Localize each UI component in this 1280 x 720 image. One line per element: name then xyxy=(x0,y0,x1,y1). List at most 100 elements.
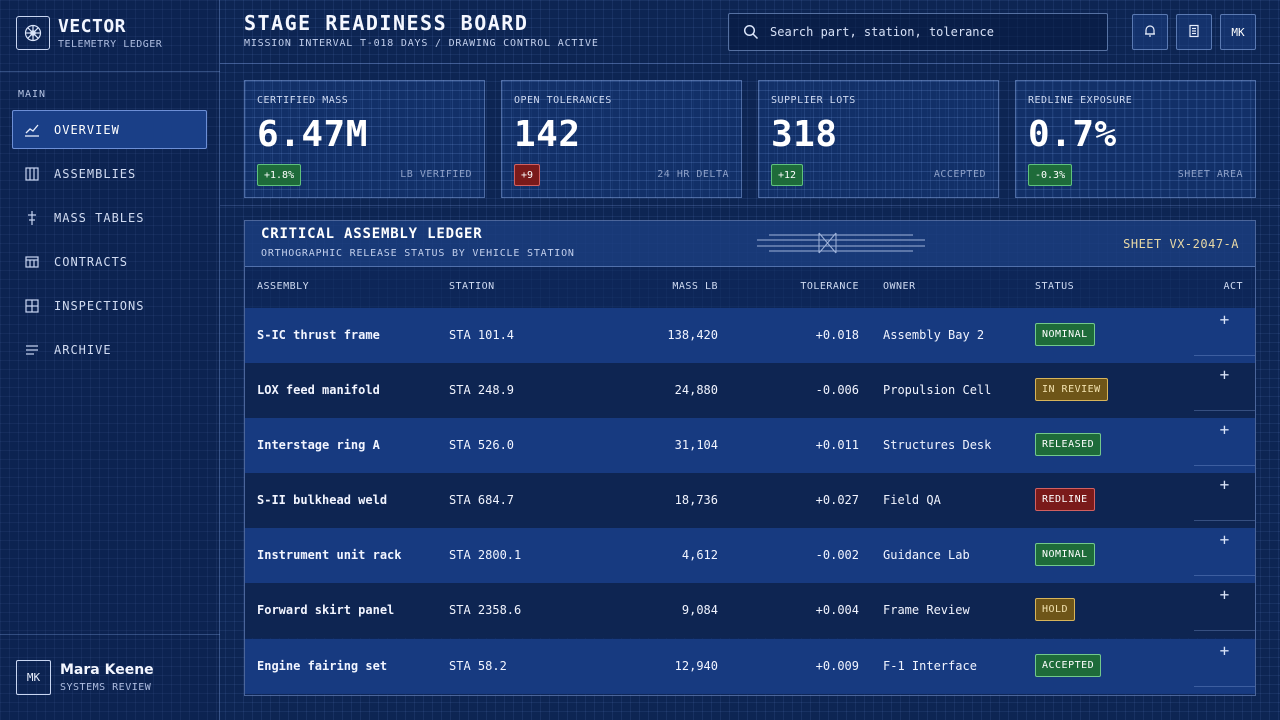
cell-tolerance: +0.004 xyxy=(815,603,859,617)
header-divider xyxy=(220,63,1280,64)
grid-icon xyxy=(24,298,40,314)
cell-assembly: Engine fairing set xyxy=(257,659,388,673)
cell-assembly: LOX feed manifold xyxy=(257,383,380,397)
sidebar-item-inspections[interactable]: INSPECTIONS xyxy=(12,286,207,325)
status-badge: HOLD xyxy=(1035,598,1076,621)
cell-station: STA 2358.6 xyxy=(449,603,522,617)
table-row[interactable]: S-IC thrust frame STA 101.4 138,420 +0.0… xyxy=(245,308,1255,363)
sidebar-item-archive[interactable]: ARCHIVE xyxy=(12,330,207,369)
table-row[interactable]: Interstage ring A STA 526.0 31,104 +0.01… xyxy=(245,418,1255,473)
cell-assembly: Instrument unit rack xyxy=(257,548,402,562)
cell-mass: 31,104 xyxy=(674,438,718,452)
cell-mass: 9,084 xyxy=(681,603,718,617)
sidebar-item-assemblies[interactable]: ASSEMBLIES xyxy=(12,154,207,193)
sidebar-item-label: CONTRACTS xyxy=(54,254,129,269)
cell-tolerance: +0.027 xyxy=(815,493,859,507)
cell-owner: F-1 Interface xyxy=(883,659,977,673)
brand[interactable]: VECTOR TELEMETRY LEDGER xyxy=(16,16,162,50)
kpi-delta-badge: -0.3% xyxy=(1028,164,1073,186)
table-row[interactable]: Forward skirt panel STA 2358.6 9,084 +0.… xyxy=(245,583,1255,638)
kpi-value: 6.47M xyxy=(257,114,368,155)
cell-station: STA 2800.1 xyxy=(449,548,522,562)
status-badge: IN REVIEW xyxy=(1035,378,1108,401)
documents-button[interactable] xyxy=(1176,14,1212,50)
kpi-meta: SHEET AREA xyxy=(1177,169,1243,180)
cell-tolerance: -0.002 xyxy=(815,548,859,562)
add-action-button[interactable]: + xyxy=(1194,583,1255,631)
sidebar: VECTOR TELEMETRY LEDGER MAIN OVERVIEW xyxy=(0,0,220,720)
kpi-value: 0.7% xyxy=(1028,114,1117,155)
kpi-label: SUPPLIER LOTS xyxy=(771,95,856,106)
kpi-card-redline-exposure: REDLINE EXPOSURE 0.7% -0.3% SHEET AREA xyxy=(1015,80,1256,198)
add-action-button[interactable]: + xyxy=(1194,308,1255,356)
cell-mass: 12,940 xyxy=(674,659,718,673)
ledger-header: CRITICAL ASSEMBLY LEDGER ORTHOGRAPHIC RE… xyxy=(245,221,1255,267)
cell-station: STA 526.0 xyxy=(449,438,515,452)
cell-assembly: S-IC thrust frame xyxy=(257,328,380,342)
avatar: MK xyxy=(16,660,51,695)
sidebar-nav: OVERVIEW ASSEMBLIES MASS TABLES xyxy=(12,110,207,374)
status-badge: NOMINAL xyxy=(1035,543,1095,566)
sidebar-item-mass-tables[interactable]: MASS TABLES xyxy=(12,198,207,237)
cell-station: STA 248.9 xyxy=(449,383,515,397)
add-action-button[interactable]: + xyxy=(1194,639,1255,687)
cell-mass: 4,612 xyxy=(681,548,718,562)
column-header-owner[interactable]: OWNER xyxy=(883,281,916,292)
kpi-value: 318 xyxy=(771,114,838,155)
cell-assembly: S-II bulkhead weld xyxy=(257,493,388,507)
column-header-mass[interactable]: MASS LB xyxy=(672,281,718,292)
column-header-tolerance[interactable]: TOLERANCE xyxy=(800,281,859,292)
kpi-value: 142 xyxy=(514,114,581,155)
search-input[interactable] xyxy=(770,25,1090,39)
cell-station: STA 684.7 xyxy=(449,493,515,507)
document-icon xyxy=(1187,24,1201,41)
column-header-status[interactable]: STATUS xyxy=(1035,281,1075,292)
page-subtitle: MISSION INTERVAL T-018 DAYS / DRAWING CO… xyxy=(244,38,599,49)
column-header-assembly[interactable]: ASSEMBLY xyxy=(257,281,310,292)
sidebar-item-overview[interactable]: OVERVIEW xyxy=(12,110,207,149)
sidebar-divider xyxy=(0,71,220,72)
cell-tolerance: -0.006 xyxy=(815,383,859,397)
add-action-button[interactable]: + xyxy=(1194,473,1255,521)
table-row[interactable]: LOX feed manifold STA 248.9 24,880 -0.00… xyxy=(245,363,1255,418)
account-avatar-button[interactable]: MK xyxy=(1220,14,1256,50)
column-header-station[interactable]: STATION xyxy=(449,281,495,292)
kpi-delta-badge: +1.8% xyxy=(257,164,302,186)
cell-mass: 138,420 xyxy=(667,328,718,342)
cell-tolerance: +0.011 xyxy=(815,438,859,452)
search-bar[interactable] xyxy=(728,13,1108,51)
table-row[interactable]: Engine fairing set STA 58.2 12,940 +0.00… xyxy=(245,639,1255,694)
status-badge: REDLINE xyxy=(1035,488,1095,511)
add-action-button[interactable]: + xyxy=(1194,363,1255,411)
sidebar-item-contracts[interactable]: CONTRACTS xyxy=(12,242,207,281)
blueprint-schematic-icon xyxy=(757,230,925,262)
kpi-label: CERTIFIED MASS xyxy=(257,95,349,106)
nav-section-label: MAIN xyxy=(18,89,47,100)
logo-icon xyxy=(16,16,50,50)
user-profile[interactable]: MK Mara Keene SYSTEMS REVIEW xyxy=(16,660,154,695)
status-badge: ACCEPTED xyxy=(1035,654,1102,677)
cell-owner: Assembly Bay 2 xyxy=(883,328,985,342)
notifications-button[interactable] xyxy=(1132,14,1168,50)
table-row[interactable]: Instrument unit rack STA 2800.1 4,612 -0… xyxy=(245,528,1255,583)
cell-owner: Propulsion Cell xyxy=(883,383,992,397)
status-badge: NOMINAL xyxy=(1035,323,1095,346)
kpi-card-certified-mass: CERTIFIED MASS 6.47M +1.8% LB VERIFIED xyxy=(244,80,485,198)
profile-name: Mara Keene xyxy=(60,662,154,678)
add-action-button[interactable]: + xyxy=(1194,528,1255,576)
sheet-number: SHEET VX-2047-A xyxy=(1123,237,1239,251)
contract-icon xyxy=(24,254,40,270)
cell-owner: Frame Review xyxy=(883,603,970,617)
bell-icon xyxy=(1143,24,1157,41)
cell-station: STA 101.4 xyxy=(449,328,515,342)
brand-title: VECTOR xyxy=(58,15,127,37)
add-action-button[interactable]: + xyxy=(1194,418,1255,466)
column-header-act: ACT xyxy=(1223,281,1243,292)
cell-owner: Structures Desk xyxy=(883,438,992,452)
kpi-delta-badge: +12 xyxy=(771,164,804,186)
kpi-meta: ACCEPTED xyxy=(933,169,986,180)
sidebar-item-label: OVERVIEW xyxy=(54,122,120,137)
table-row[interactable]: S-II bulkhead weld STA 684.7 18,736 +0.0… xyxy=(245,473,1255,528)
assembly-ledger-panel: CRITICAL ASSEMBLY LEDGER ORTHOGRAPHIC RE… xyxy=(244,220,1256,696)
cell-mass: 18,736 xyxy=(674,493,718,507)
